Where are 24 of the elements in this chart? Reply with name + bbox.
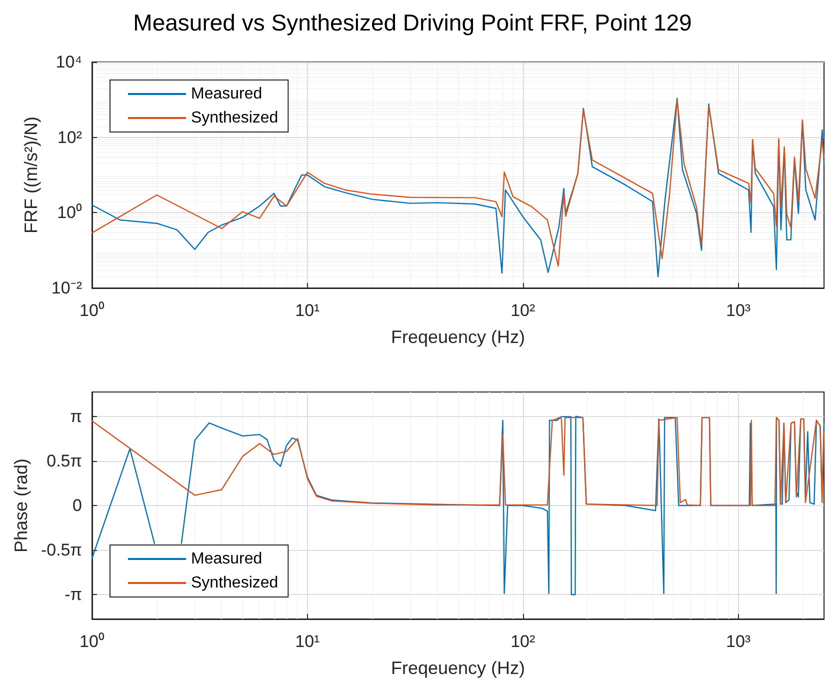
y-tick-label: 0.5π: [46, 451, 82, 470]
x-tick-label: 10¹: [295, 301, 320, 320]
x-tick-label: 10³: [726, 632, 751, 651]
x-tick-label: 10²: [510, 301, 536, 320]
y-tick-label: 10⁻²: [51, 278, 82, 298]
y-tick-label: 0: [72, 496, 82, 515]
y-tick-label: 10²: [57, 128, 82, 147]
y-axis-title: FRF ((m/s²)/N): [21, 116, 41, 234]
y-tick-label: 10⁰: [57, 203, 82, 222]
chart-title: Measured vs Synthesized Driving Point FRF, Point 129: [133, 10, 692, 36]
x-axis-title: Freqeuency (Hz): [390, 658, 526, 678]
x-tick-label: 10¹: [295, 632, 320, 651]
x-axis-title: Freqeuency (Hz): [390, 327, 526, 347]
y-tick-label: π: [70, 406, 82, 426]
y-tick-label: 10⁴: [56, 52, 82, 72]
legend-label: Measured: [191, 86, 262, 102]
y-axis-title: Phase (rad): [11, 458, 32, 553]
legend-label: Measured: [191, 550, 262, 568]
y-tick-label: -0.5π: [40, 540, 82, 560]
legend-label: Synthesized: [191, 574, 278, 592]
x-tick-label: 10³: [726, 301, 751, 320]
legend-label: Synthesized: [191, 110, 278, 126]
y-tick-label: -π: [64, 585, 82, 604]
x-tick-label: 10²: [510, 632, 536, 651]
